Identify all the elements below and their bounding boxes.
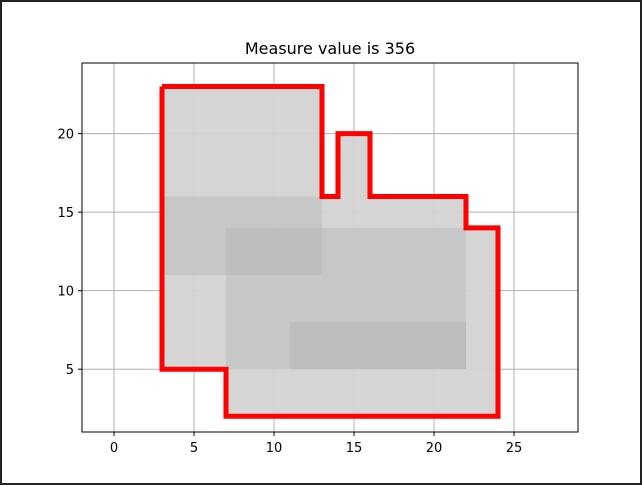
y-tick-label: 15 [57, 206, 74, 221]
union-area [162, 86, 498, 417]
outline-group [159, 84, 501, 419]
y-tick-label: 5 [66, 363, 74, 378]
union-fill [162, 86, 498, 417]
rectangle [290, 322, 466, 370]
rectangle [226, 227, 466, 370]
x-tick-label: 10 [266, 441, 283, 456]
rectangle [162, 196, 322, 275]
outline-path [159, 84, 501, 419]
x-tick-label: 0 [110, 441, 118, 456]
y-tick-label: 10 [57, 285, 74, 300]
x-tick-label: 5 [190, 441, 198, 456]
chart-title: Measure value is 356 [245, 39, 415, 58]
x-tick-label: 15 [346, 441, 363, 456]
rectangles [162, 196, 466, 370]
axes: 0 5 10 15 20 25 5 10 15 20 [57, 62, 579, 456]
axes-frame [81, 62, 579, 433]
y-tick-label: 20 [57, 128, 74, 143]
x-tick-label: 25 [506, 441, 523, 456]
x-tick-label: 20 [426, 441, 443, 456]
